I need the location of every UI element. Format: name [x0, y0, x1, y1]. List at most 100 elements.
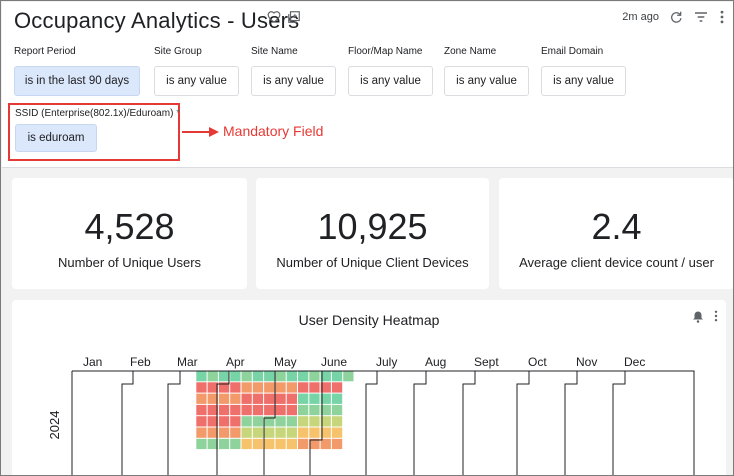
filter-chip-zone-name[interactable]: is any value [444, 66, 529, 96]
heatmap-cell [286, 404, 297, 416]
filter-label: Report Period [14, 46, 76, 57]
filter-floor-map-name: Floor/Map Name is any value [348, 46, 433, 96]
heatmap-cell [320, 438, 331, 450]
more-vert-icon[interactable] [719, 10, 725, 24]
heatmap-cell [230, 404, 241, 416]
folder-add-icon[interactable] [287, 10, 301, 24]
heatmap-cell [264, 438, 275, 450]
heatmap-cell [298, 393, 309, 404]
heatmap-actions [692, 310, 718, 323]
month-outline [71, 370, 695, 475]
kpi-value: 10,925 [317, 206, 428, 247]
heatmap-cell [298, 382, 309, 393]
heatmap-cell [309, 416, 320, 427]
required-mark: * [176, 108, 181, 119]
heatmap-cell [343, 371, 354, 382]
filter-label: Zone Name [444, 46, 497, 57]
heatmap-cell [331, 382, 343, 393]
heatmap-cell [275, 393, 286, 404]
month-label: Sept [474, 355, 499, 369]
heatmap-cell [196, 416, 207, 427]
filter-chip-report-period[interactable]: is in the last 90 days [14, 66, 140, 96]
mandatory-field-annotation: Mandatory Field [223, 123, 324, 139]
kpi-value: 4,528 [84, 206, 175, 247]
ssid-filter-highlight: SSID (Enterprise(802.1x)/Eduroam) * is e… [8, 103, 180, 161]
heatmap-cell [331, 371, 343, 382]
heatmap-cell [241, 393, 252, 404]
filter-report-period: Report Period is in the last 90 days [14, 46, 140, 96]
heatmap-cell [218, 393, 230, 404]
filter-email-domain: Email Domain is any value [541, 46, 626, 96]
last-updated-text: 2m ago [622, 11, 659, 23]
filter-label: Email Domain [541, 46, 604, 57]
heatmap-cell [196, 371, 207, 382]
heatmap-cell [196, 404, 207, 416]
more-vert-icon[interactable] [714, 310, 718, 323]
heatmap-cell [331, 393, 343, 404]
heatmap-cell [252, 438, 264, 450]
heatmap-cell [264, 393, 275, 404]
heatmap-cell [331, 404, 343, 416]
filter-label: Site Group [154, 46, 202, 57]
heatmap-cell [230, 371, 241, 382]
heatmap-cell [275, 438, 286, 450]
heatmap-cell [331, 438, 343, 450]
heatmap-cell [286, 416, 297, 427]
filter-chip-site-group[interactable]: is any value [154, 66, 239, 96]
month-label: Nov [576, 355, 597, 369]
heatmap-cell [207, 416, 218, 427]
filter-chip-floor-map-name[interactable]: is any value [348, 66, 433, 96]
alert-bell-icon[interactable] [692, 310, 704, 323]
kpi-label: Number of Unique Users [57, 255, 202, 270]
year-label: 2024 [47, 411, 62, 440]
kpi-value: 2.4 [591, 206, 642, 247]
heatmap-cell [241, 438, 252, 450]
heatmap-cell [241, 427, 252, 438]
kpi-card-unique-client-devices: 10,925 Number of Unique Client Devices [256, 178, 489, 289]
filter-lines-icon[interactable] [693, 10, 709, 24]
heatmap-cell [320, 427, 331, 438]
heatmap-cell [218, 371, 230, 382]
heatmap-cell [275, 416, 286, 427]
month-label: Jan [83, 355, 102, 369]
heatmap-cell [298, 427, 309, 438]
heatmap-cell [275, 382, 286, 393]
heatmap-cell [275, 371, 286, 382]
heatmap-cell [207, 404, 218, 416]
heatmap-cell [309, 427, 320, 438]
favorite-heart-icon[interactable] [267, 10, 281, 24]
filter-chip-site-name[interactable]: is any value [251, 66, 336, 96]
title-actions [267, 10, 301, 24]
heatmap-cell [230, 416, 241, 427]
filter-label: Site Name [251, 46, 298, 57]
heatmap-cell [207, 427, 218, 438]
month-label: Apr [226, 355, 245, 369]
heatmap-cell [252, 393, 264, 404]
heatmap-cell [207, 393, 218, 404]
heatmap-cell [309, 438, 320, 450]
heatmap-cell [275, 427, 286, 438]
heatmap-cell [320, 393, 331, 404]
kpi-label: Number of Unique Client Devices [276, 255, 469, 270]
heatmap-cell [252, 382, 264, 393]
heatmap-cell [218, 438, 230, 450]
heatmap-cell [196, 438, 207, 450]
filter-zone-name: Zone Name is any value [444, 46, 529, 96]
kpi-card-unique-users: 4,528 Number of Unique Users [12, 178, 247, 289]
filter-label: Floor/Map Name [348, 46, 423, 57]
heatmap-cell [264, 382, 275, 393]
month-label: July [376, 355, 397, 369]
heatmap-cell [196, 427, 207, 438]
heatmap-cell [286, 382, 297, 393]
filter-chip-email-domain[interactable]: is any value [541, 66, 626, 96]
heatmap-cell [264, 427, 275, 438]
heatmap-cell [309, 393, 320, 404]
filter-chip-ssid[interactable]: is eduroam [15, 124, 97, 152]
month-label: Oct [528, 355, 547, 369]
heatmap-cell [309, 371, 320, 382]
refresh-icon[interactable] [669, 10, 683, 24]
dashboard-header: Occupancy Analytics - Users 2m ago Repor… [2, 2, 733, 168]
dashboard-title: Occupancy Analytics - Users [14, 8, 300, 33]
heatmap-cell [309, 404, 320, 416]
